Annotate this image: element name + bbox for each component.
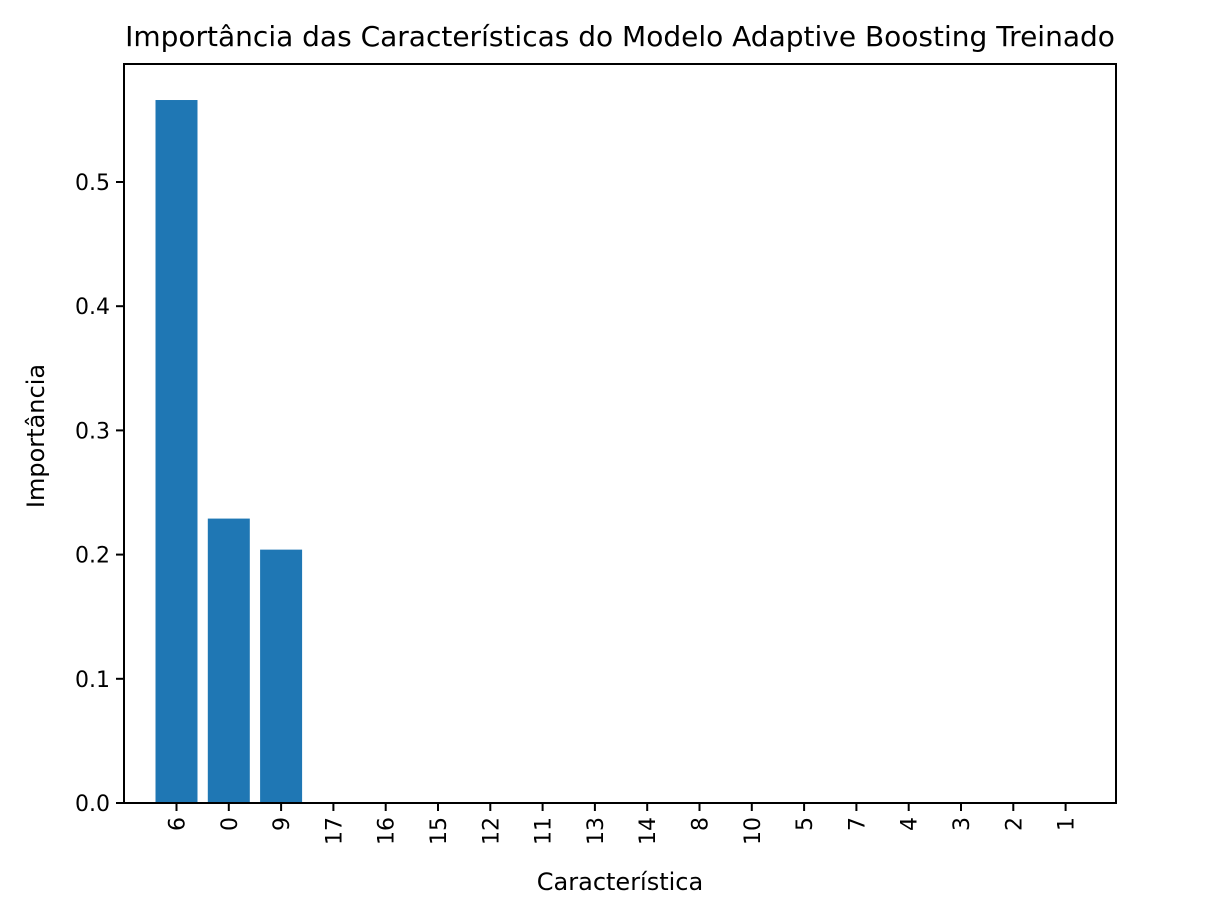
y-tick-label: 0.4 (75, 295, 110, 320)
x-tick-label: 10 (741, 817, 766, 845)
x-tick-label: 2 (1002, 817, 1027, 831)
x-tick-label: 9 (270, 817, 295, 831)
x-tick-label: 8 (689, 817, 714, 831)
x-tick-label: 0 (218, 817, 243, 831)
bar-feature-9 (260, 549, 303, 803)
x-tick-label: 3 (950, 817, 975, 831)
x-tick-label: 12 (479, 817, 504, 845)
y-tick-label: 0.3 (75, 419, 110, 444)
x-tick-label: 5 (793, 817, 818, 831)
y-axis-label: Importância (22, 364, 50, 508)
chart-title: Importância das Características do Model… (125, 20, 1115, 53)
x-tick-label: 7 (845, 817, 870, 831)
x-tick-label: 17 (322, 817, 347, 845)
x-tick-label: 16 (375, 817, 400, 845)
x-tick-label: 15 (427, 817, 452, 845)
x-tick-label: 6 (166, 817, 191, 831)
y-tick-label: 0.0 (75, 792, 110, 817)
x-tick-label: 11 (532, 817, 557, 845)
bar-feature-6 (155, 100, 198, 803)
x-axis: 6 0 9 17 16 15 12 11 13 14 8 10 5 7 4 3 2 1 (166, 803, 1080, 845)
y-tick-label: 0.5 (75, 171, 110, 196)
x-axis-label: Característica (537, 868, 703, 896)
y-tick-label: 0.1 (75, 668, 110, 693)
x-tick-label: 14 (636, 817, 661, 845)
plot-area-frame (123, 63, 1117, 804)
bars-layer (155, 100, 303, 803)
x-tick-label: 4 (898, 817, 923, 831)
x-tick-label: 1 (1055, 817, 1080, 831)
y-tick-label: 0.2 (75, 544, 110, 569)
x-tick-label: 13 (584, 817, 609, 845)
bar-feature-0 (207, 518, 250, 803)
y-axis: 0.0 0.1 0.2 0.3 0.4 0.5 (75, 171, 124, 817)
